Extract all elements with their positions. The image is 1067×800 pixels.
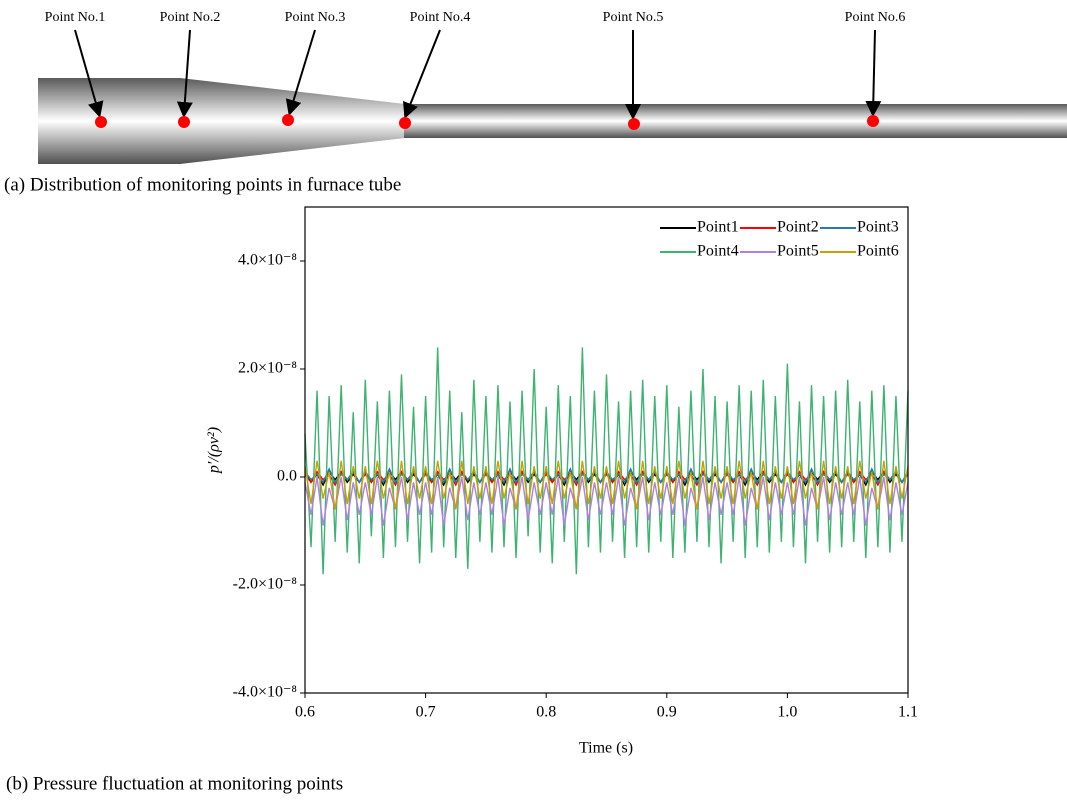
caption: (b) Pressure fluctuation at monitoring p… [6,773,343,794]
series-line [304,460,909,510]
tube-narrow [404,104,1067,138]
x-tick-label: 0.7 [416,704,436,721]
point-label: Point No.4 [410,10,471,25]
y-tick-label: -4.0×10⁻⁸ [233,684,297,701]
dot [282,114,294,126]
point-label: Point No.3 [285,10,346,25]
arrow [403,29,441,119]
legend-label: Point4 [697,243,739,260]
dot [399,117,411,129]
legend-label: Point1 [697,219,739,236]
legend-label: Point3 [857,219,899,236]
legend-label: Point5 [777,243,819,260]
point-label: Point No.1 [45,10,106,25]
x-tick-label: 0.8 [536,704,556,721]
x-tick-label: 1.0 [777,704,797,721]
tube-wide [38,78,405,164]
caption: (a) Distribution of monitoring points in… [4,174,401,195]
arrows [74,29,882,120]
dot [178,116,190,128]
plot-frame [304,206,909,694]
point-label: Point No.2 [160,10,221,25]
legend-label: Point2 [777,219,819,236]
arrow [865,29,882,117]
x-tick-label: 0.6 [295,704,315,721]
x-tick-label: 1.1 [898,704,918,721]
point-label: Point No.5 [603,10,664,25]
arrow [176,29,193,118]
arrow [285,29,316,116]
x-tick-label: 0.9 [657,704,677,721]
series-line [304,347,909,575]
y-tick-label: 4.0×10⁻⁸ [238,252,297,269]
x-axis-title: Time (s) [579,740,633,757]
dot [867,115,879,127]
legend-label: Point6 [857,243,899,260]
series-line [304,476,909,526]
arrow [74,29,104,118]
y-tick-label: -2.0×10⁻⁸ [233,576,297,593]
dot [628,118,640,130]
dot [95,116,107,128]
tube [38,78,1067,164]
y-tick-label: 2.0×10⁻⁸ [238,360,297,377]
y-axis-title: p′/(ρv²) [206,427,223,474]
point-label: Point No.6 [845,10,906,25]
monitor-dots [95,114,879,130]
y-tick-label: 0.0 [277,468,297,485]
